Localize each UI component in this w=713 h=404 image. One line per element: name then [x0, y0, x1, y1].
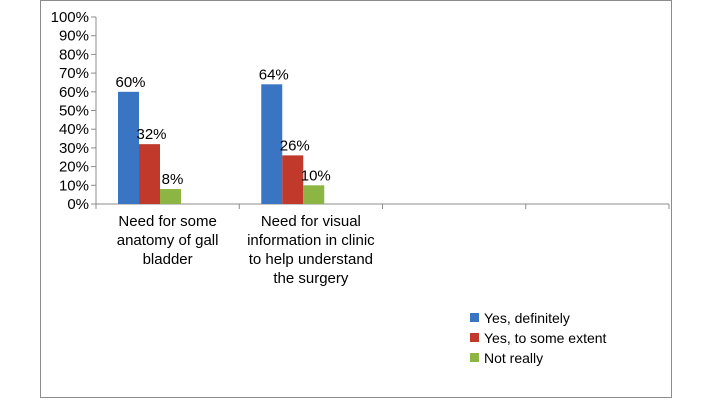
bar: [261, 84, 283, 204]
x-category-label: the surgery: [273, 270, 349, 287]
data-label: 60%: [115, 74, 145, 91]
x-category-label: to help understand: [249, 251, 373, 268]
bar: [282, 155, 304, 204]
y-tick-label: 40%: [59, 121, 89, 138]
y-tick-label: 30%: [59, 140, 89, 157]
y-tick-label: 20%: [59, 159, 89, 176]
y-tick-label: 90%: [59, 28, 89, 45]
y-tick-label: 50%: [59, 103, 89, 120]
legend-label: Not really: [484, 350, 543, 366]
x-category-label: Need for visual: [261, 213, 361, 230]
bar: [160, 189, 181, 204]
y-tick-label: 60%: [59, 84, 89, 101]
x-category-label: information in clinic: [247, 232, 375, 249]
y-tick-label: 80%: [59, 46, 89, 63]
legend-swatch: [470, 353, 479, 362]
y-tick-label: 100%: [51, 9, 89, 26]
data-label: 32%: [136, 126, 166, 143]
legend-label: Yes, definitely: [484, 310, 570, 326]
y-tick-label: 70%: [59, 65, 89, 82]
bar: [303, 185, 325, 204]
data-label: 8%: [162, 171, 184, 188]
legend-swatch: [470, 333, 479, 342]
data-label: 64%: [259, 66, 289, 83]
x-category-label: bladder: [143, 251, 193, 268]
y-tick-label: 0%: [67, 196, 89, 213]
x-category-label: Need for some: [118, 213, 216, 230]
legend-swatch: [470, 313, 479, 322]
data-label: 26%: [280, 137, 310, 154]
data-label: 10%: [301, 167, 331, 184]
bar: [139, 144, 160, 204]
legend-label: Yes, to some extent: [484, 330, 607, 346]
x-category-label: anatomy of gall: [117, 232, 219, 249]
bar: [118, 91, 139, 204]
y-tick-label: 10%: [59, 177, 89, 194]
